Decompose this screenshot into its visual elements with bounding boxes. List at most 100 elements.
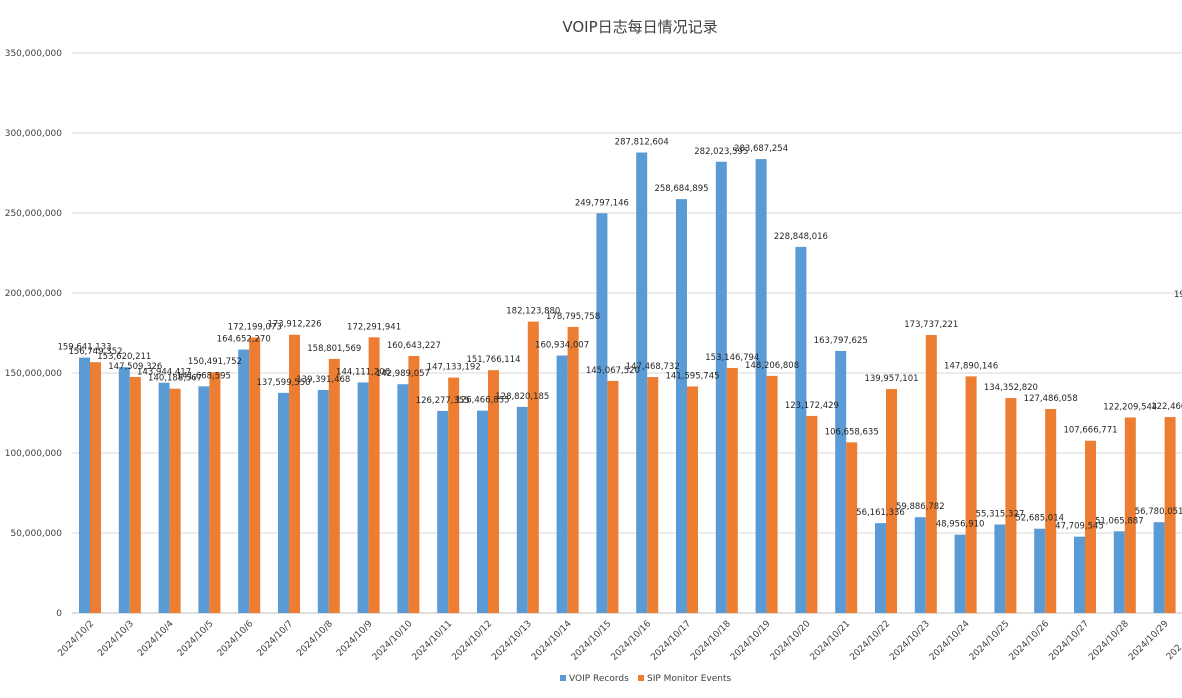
voip-records-bar (397, 384, 409, 613)
sip-monitor-events-bar (249, 337, 261, 613)
y-tick-label: 250,000,000 (5, 209, 63, 219)
voip-records-bar (238, 349, 250, 613)
voip-records-data-label: 283,687,254 (734, 144, 788, 154)
voip-records-bar (954, 534, 966, 613)
voip-records-bar (118, 367, 130, 613)
voip-records-data-label: 258,684,895 (654, 184, 708, 194)
voip-records-data-label: 126,466,855 (455, 396, 509, 406)
sip-monitor-events-bar (1164, 417, 1176, 613)
voip-records-data-label: 47,709,545 (1055, 522, 1104, 532)
voip-records-bar (994, 524, 1006, 613)
voip-records-bar (516, 406, 528, 613)
sip-monitor-events-bar (408, 355, 420, 613)
sip-monitor-events-bar (567, 326, 579, 613)
sip-monitor-events-bar (527, 321, 539, 613)
voip-records-bar (357, 382, 369, 613)
voip-records-bar (795, 246, 807, 613)
sip-monitor-events-data-label: 134,352,820 (984, 383, 1038, 393)
sip-monitor-events-bar (647, 377, 659, 613)
sip-monitor-events-bar (488, 370, 499, 613)
voip-records-data-label: 55,315,327 (976, 509, 1025, 519)
sip-monitor-events-bar (169, 388, 181, 613)
sip-monitor-events-data-label: 151,766,114 (466, 355, 520, 365)
voip-records-data-label: 141,668,595 (177, 371, 231, 381)
voip-records-data-label: 164,652,270 (217, 335, 271, 345)
sip-monitor-events-data-label: 160,643,227 (387, 341, 441, 351)
y-tick-label: 150,000,000 (5, 369, 63, 379)
sip-monitor-events-bar (1124, 417, 1136, 613)
sip-monitor-events-data-label: 122,209,544 (1103, 402, 1157, 412)
bars (79, 152, 1176, 614)
voip-records-bar (914, 517, 926, 613)
sip-monitor-events-data-label: 140,188,567 (148, 374, 202, 384)
sip-monitor-events-bar (90, 362, 101, 613)
voip-records-data-label: 128,820,185 (495, 392, 549, 402)
sip-monitor-events-data-label: 147,890,146 (944, 361, 998, 371)
legend-swatch-voip-records (560, 675, 566, 681)
voip-records-bar (596, 213, 608, 613)
sip-monitor-events-bar (328, 358, 340, 613)
sip-monitor-events-bar (726, 367, 738, 613)
voip-records-data-label: 153,620,211 (97, 352, 151, 362)
voip-records-bar (1113, 531, 1125, 613)
voip-records-data-label: 228,848,016 (774, 232, 828, 242)
voip-records-data-label: 52,685,014 (1015, 514, 1064, 524)
voip-records-bar (437, 410, 449, 613)
sip-monitor-events-data-label: 172,199,073 (228, 322, 282, 332)
sip-monitor-events-data-label: 122,460, (1151, 402, 1182, 412)
voip-records-data-label: 282,023,595 (694, 147, 748, 157)
sip-monitor-events-bar (607, 380, 619, 613)
voip-records-bar (636, 152, 648, 614)
sip-monitor-events-bar (1045, 409, 1057, 613)
voip-records-data-label: 59,886,782 (896, 502, 945, 512)
legend: VOIP Records SIP Monitor Events (560, 674, 732, 684)
sip-monitor-events-bar (846, 442, 858, 613)
y-tick-label: 200,000,000 (5, 289, 63, 299)
sip-monitor-events-bar (1085, 440, 1096, 613)
sip-monitor-events-data-label: 178,795,758 (546, 312, 600, 322)
clipped-data-label: 19 (1174, 290, 1182, 300)
voip-records-bar (676, 199, 687, 613)
voip-records-bar (198, 386, 210, 613)
sip-monitor-events-data-label: 147,509,326 (108, 362, 162, 372)
voip-records-bar (556, 355, 568, 613)
voip-records-bar (158, 382, 170, 613)
sip-monitor-events-bar (965, 376, 977, 613)
sip-monitor-events-data-label: 107,666,771 (1063, 426, 1117, 436)
voip-records-data-label: 126,277,355 (416, 396, 470, 406)
voip-records-bar (1074, 536, 1085, 613)
sip-monitor-events-bar (209, 372, 221, 613)
sip-monitor-events-data-label: 147,468,732 (626, 362, 680, 372)
sip-monitor-events-data-label: 150,491,752 (188, 357, 242, 367)
voip-records-bar (1034, 528, 1046, 613)
voip-records-bar (317, 389, 329, 613)
voip-records-data-label: 143,944,417 (137, 368, 191, 378)
sip-monitor-events-bar (448, 377, 460, 613)
voip-records-bar (1153, 522, 1165, 613)
sip-monitor-events-data-label: 158,801,569 (307, 344, 361, 354)
sip-monitor-events-data-label: 182,123,880 (506, 307, 560, 317)
voip-records-data-label: 163,797,625 (814, 336, 868, 346)
sip-monitor-events-data-label: 145,067,520 (586, 366, 640, 376)
sip-monitor-events-data-label: 127,486,058 (1024, 394, 1078, 404)
voip-records-data-label: 48,956,910 (936, 520, 985, 530)
chart-title: VOIP日志每日情况记录 (562, 18, 717, 36)
voip-records-data-label: 159,641,133 (57, 343, 111, 353)
voip-records-data-label: 139,391,468 (296, 375, 350, 385)
sip-monitor-events-bar (129, 376, 141, 613)
voip-records-data-label: 160,934,007 (535, 341, 589, 351)
legend-label-voip-records: VOIP Records (569, 674, 629, 684)
sip-monitor-events-bar (766, 375, 778, 613)
voip-records-data-label: 142,989,057 (376, 369, 430, 379)
voip-records-data-label: 51,065,887 (1095, 516, 1144, 526)
sip-monitor-events-bar (289, 334, 300, 613)
sip-monitor-events-bar (806, 415, 818, 613)
sip-monitor-events-data-label: 153,146,794 (705, 353, 759, 363)
sip-monitor-events-data-label: 148,206,808 (745, 361, 799, 371)
voip-records-bar (755, 159, 767, 613)
voip-records-bar (79, 357, 90, 613)
sip-monitor-events-bar (886, 389, 897, 613)
